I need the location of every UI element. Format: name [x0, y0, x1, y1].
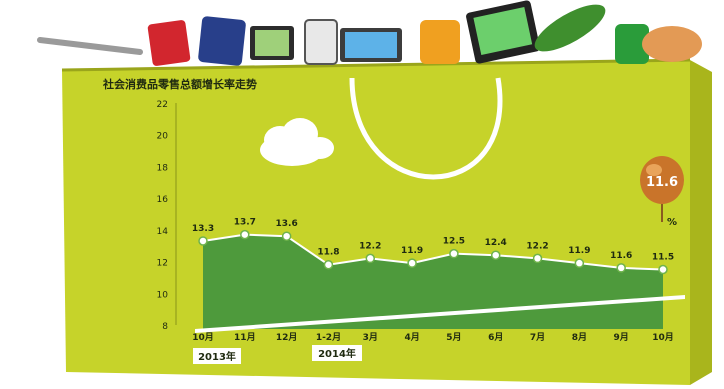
data-label: 12.5 [443, 237, 465, 247]
badge-unit: % [667, 217, 677, 228]
bag-handle [349, 77, 503, 180]
bag-side-shade [690, 60, 712, 385]
x-tick-label: 7月 [530, 332, 545, 343]
x-tick-label: 9月 [614, 332, 629, 343]
x-tick-label: 4月 [404, 332, 419, 343]
data-point [407, 258, 417, 268]
y-tick-label: 22 [157, 100, 168, 110]
y-tick-label: 12 [157, 259, 168, 269]
x-tick-label: 10月 [192, 332, 214, 343]
cloud-icon [260, 118, 334, 166]
data-point [574, 258, 585, 268]
data-point [323, 259, 334, 270]
balloon-highlight-icon [646, 164, 662, 176]
monitor-screen-icon [473, 7, 533, 56]
tablet-screen-icon [255, 30, 289, 56]
data-point [532, 253, 543, 264]
data-label: 13.3 [192, 224, 214, 234]
data-label: 11.6 [610, 251, 632, 261]
drink-can-icon [615, 24, 649, 64]
floor-band [195, 295, 685, 333]
data-label: 12.2 [359, 241, 381, 251]
highlight-badge: 11.6 % [640, 156, 684, 228]
y-tick-label: 10 [157, 290, 169, 300]
data-label: 12.2 [526, 241, 548, 251]
y-tick-label: 18 [157, 163, 169, 173]
data-label: 11.9 [568, 246, 590, 256]
chart-title: 社会消费品零售总额增长率走势 [102, 77, 257, 91]
x-tick-label: 11月 [234, 332, 256, 343]
x-tick-label: 6月 [488, 332, 503, 343]
y-tick-label: 8 [162, 322, 168, 332]
data-label: 11.5 [652, 253, 674, 263]
badge-value: 11.6 [646, 175, 678, 190]
x-tick-label: 3月 [363, 332, 378, 343]
year-label-box [312, 345, 362, 361]
year-label-group: 2013年 2014年 [193, 345, 362, 364]
data-label: 12.4 [485, 238, 507, 248]
y-tick-label: 20 [157, 132, 169, 142]
product-box-icon [147, 20, 191, 66]
data-point [281, 231, 292, 241]
snack-box-icon [642, 26, 702, 62]
bottle-icon [534, 4, 606, 52]
y-tick-label: 16 [157, 195, 169, 205]
plot-area: 8 10 12 14 16 18 20 22 13.3 10月 13.7 11月 13.6 12月 11.8… [157, 100, 685, 343]
x-tick-label: 8月 [572, 332, 587, 343]
bag-rim [61, 58, 691, 72]
x-tick-label: 12月 [276, 332, 298, 343]
phone-icon [304, 19, 338, 65]
products-cluster [37, 0, 702, 66]
year-label-box [193, 348, 241, 364]
data-point [198, 236, 208, 246]
data-point [365, 253, 376, 264]
data-label: 13.7 [234, 218, 256, 228]
x-tick-label: 1-2月 [316, 332, 341, 343]
x-tick-label: 5月 [446, 332, 461, 343]
y-tick-label: 14 [157, 227, 169, 237]
series-line [202, 233, 664, 271]
year-label: 2014年 [318, 347, 356, 360]
chips-bag-icon [420, 20, 460, 64]
data-label: 11.8 [317, 248, 339, 258]
laptop-screen-icon [345, 32, 397, 58]
data-point [658, 264, 668, 275]
data-point [449, 248, 459, 259]
data-point [490, 250, 501, 260]
year-label: 2013年 [198, 350, 236, 363]
data-point [240, 229, 250, 240]
data-label: 13.6 [276, 219, 298, 229]
pen-icon [37, 37, 143, 55]
product-box-icon [198, 16, 246, 66]
x-tick-label: 10月 [652, 332, 674, 343]
data-label: 11.9 [401, 246, 423, 256]
data-point [616, 263, 626, 273]
